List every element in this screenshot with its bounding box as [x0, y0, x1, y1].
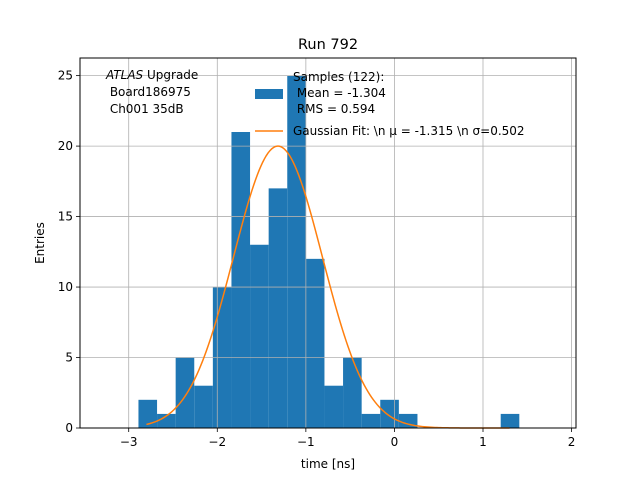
y-axis-label: Entries — [33, 222, 47, 264]
histogram-bar-5 — [231, 132, 251, 428]
x-tick-label-4: 1 — [479, 435, 487, 449]
channel-label: Ch001 35dB — [106, 102, 184, 116]
x-tick-label-0: −3 — [120, 435, 138, 449]
atlas-label: ATLAS — [105, 68, 144, 82]
x-tick-label-5: 2 — [568, 435, 576, 449]
y-tick-label-2: 10 — [58, 280, 73, 294]
histogram-bar-8 — [287, 75, 306, 428]
y-tick-label-0: 0 — [65, 421, 73, 435]
y-tick-label-3: 15 — [58, 210, 73, 224]
histogram-bar-6 — [250, 244, 269, 428]
board-label: Board186975 — [106, 85, 191, 99]
legend: Samples (122): Mean = -1.304 RMS = 0.594… — [255, 70, 525, 138]
y-tick-label-5: 25 — [58, 69, 73, 83]
histogram-bar-12 — [361, 413, 381, 428]
legend-fit-label: Gaussian Fit: \n μ = -1.315 \n σ=0.502 — [293, 124, 525, 138]
x-axis-ticks: −3 −2 −1 0 1 2 — [120, 428, 576, 449]
histogram-bar-9 — [305, 258, 325, 428]
histogram-bar-15 — [500, 413, 520, 428]
legend-hist-swatch — [255, 89, 283, 99]
histogram-bar-11 — [343, 357, 362, 428]
histogram-bar-7 — [268, 188, 288, 428]
upgrade-label: Upgrade — [143, 68, 198, 82]
histogram-bar-2 — [175, 357, 195, 428]
y-tick-label-1: 5 — [65, 351, 73, 365]
histogram-bar-0 — [138, 399, 158, 428]
x-tick-label-2: −1 — [297, 435, 315, 449]
x-axis-label: time [ns] — [301, 457, 355, 471]
legend-hist-label-line2: Mean = -1.304 — [293, 86, 386, 100]
y-tick-label-4: 20 — [58, 139, 73, 153]
chart-title: Run 792 — [298, 37, 358, 53]
histogram-bar-1 — [157, 413, 176, 428]
histogram-bar-3 — [194, 385, 213, 428]
histogram-bar-10 — [324, 385, 344, 428]
plot-frame — [79, 57, 577, 429]
x-tick-label-1: −2 — [208, 435, 226, 449]
atlas-annotation-line1: ATLAS Upgrade — [105, 68, 198, 82]
legend-hist-label-line1: Samples (122): — [293, 70, 384, 84]
legend-hist-label-line3: RMS = 0.594 — [293, 102, 375, 116]
y-axis-ticks: 0 5 10 15 20 25 — [58, 69, 80, 435]
histogram-bar-13 — [380, 399, 399, 428]
x-tick-label-3: 0 — [391, 435, 399, 449]
